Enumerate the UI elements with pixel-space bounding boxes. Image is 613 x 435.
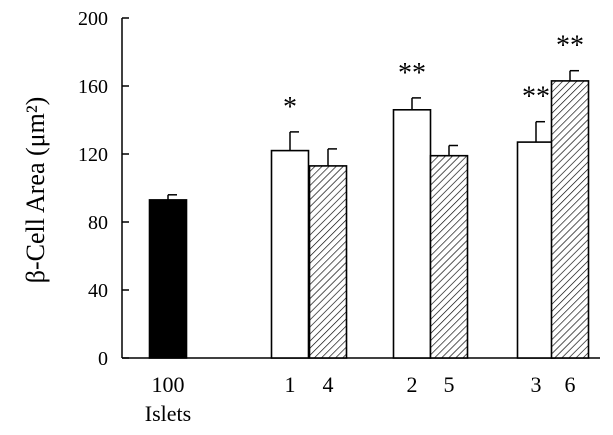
bar-100 bbox=[148, 199, 188, 359]
y-tick-label: 0 bbox=[98, 348, 108, 370]
x-category-label: 2 bbox=[407, 372, 418, 397]
significance-marker: ** bbox=[556, 31, 584, 62]
x-category-label: 100 bbox=[152, 372, 185, 397]
y-tick-label: 80 bbox=[88, 212, 108, 234]
bar-2 bbox=[392, 109, 432, 359]
y-tick-label: 200 bbox=[78, 8, 108, 30]
x-category-label: 1 bbox=[285, 372, 296, 397]
x-category-label: 4 bbox=[323, 372, 334, 397]
significance-marker: ** bbox=[398, 58, 426, 89]
y-tick-label: 120 bbox=[78, 144, 108, 166]
y-tick-label: 40 bbox=[88, 280, 108, 302]
bar-4 bbox=[308, 165, 348, 359]
bar-5 bbox=[429, 154, 469, 359]
labels: 100 1 * 4 2 ** 5 3 ** 6 ** Islets bbox=[145, 31, 584, 426]
x-category-label: 3 bbox=[531, 372, 542, 397]
x-group-sublabel: Islets bbox=[145, 401, 191, 426]
bars bbox=[148, 69, 590, 359]
y-axis-label: β-Cell Area (μm²) bbox=[21, 97, 50, 284]
x-category-label: 6 bbox=[565, 372, 576, 397]
x-category-label: 5 bbox=[444, 372, 455, 397]
significance-marker: ** bbox=[522, 82, 550, 113]
bar-1 bbox=[270, 149, 310, 359]
y-tick-label: 160 bbox=[78, 76, 108, 98]
axes: 0 40 80 120 160 200 bbox=[78, 8, 600, 370]
significance-marker: * bbox=[283, 92, 297, 123]
bar-6 bbox=[550, 80, 590, 359]
bar-3 bbox=[516, 141, 556, 359]
